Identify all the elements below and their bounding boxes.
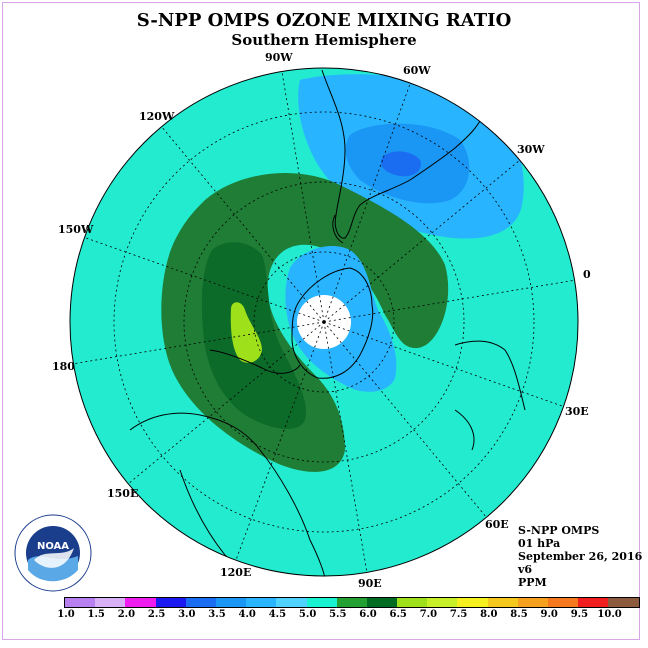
ozone-region-2.5-3.0-atlantic	[381, 151, 421, 177]
colorbar-swatch	[246, 598, 277, 607]
colorbar-tick-label: 8.5	[510, 609, 528, 620]
colorbar-swatch	[578, 598, 609, 607]
pressure-level-label: 01 hPa	[518, 537, 561, 550]
graticule	[71, 71, 577, 574]
map-boundary-circle	[69, 67, 579, 577]
lon-label-180: 180	[52, 360, 75, 373]
colorbar-swatch	[185, 598, 216, 607]
colorbar-tick-label: 7.0	[419, 609, 438, 620]
coastlines	[129, 69, 526, 576]
noaa-logo: NOAA	[14, 514, 92, 592]
colorbar-tick-label: 2.5	[147, 609, 166, 620]
colorbar-tick-label: 6.0	[359, 609, 377, 620]
lon-label-60e: 60E	[485, 518, 509, 531]
colorbar-tick-label: 3.0	[178, 609, 196, 620]
colorbar-tick-label: 8.0	[480, 609, 498, 620]
lon-label-90w: 90W	[265, 51, 293, 64]
lon-label-30e: 30E	[565, 405, 589, 418]
map-subtitle: Southern Hemisphere	[231, 31, 417, 49]
colorbar-swatch	[276, 598, 307, 607]
lon-label-60w: 60W	[403, 64, 431, 77]
noaa-logo-wordmark: NOAA	[37, 541, 69, 552]
colorbar-tick-label: 9.0	[540, 609, 558, 620]
colorbar-swatch	[125, 598, 156, 607]
colorbar-swatch	[487, 598, 518, 607]
colorbar-tick-label: 5.5	[329, 609, 347, 620]
colorbar-swatch	[397, 598, 428, 607]
version-label: v6	[518, 563, 533, 576]
instrument-label: S-NPP OMPS	[518, 524, 600, 537]
product-info: S-NPP OMPS 01 hPa September 26, 2016 v6 …	[518, 524, 642, 589]
colorbar-tick-label: 4.5	[268, 609, 287, 620]
colorbar-swatch	[548, 598, 579, 607]
colorbar-swatch	[366, 598, 398, 607]
colorbar-swatch	[457, 598, 488, 607]
lon-label-120e: 120E	[220, 566, 252, 579]
colorbar-swatch	[306, 598, 337, 607]
colorbar-swatch	[517, 598, 548, 607]
colorbar-tick-label: 7.5	[449, 609, 468, 620]
colorbar-tick-label: 1.0	[57, 609, 75, 620]
colorbar-tick-label: 5.0	[298, 609, 317, 620]
lon-label-150w: 150W	[58, 223, 94, 236]
colorbar-swatch	[65, 598, 96, 607]
ozone-region-6.0-6.5-max	[230, 302, 262, 363]
colorbar-swatch	[95, 598, 126, 607]
date-label: September 26, 2016	[518, 550, 643, 563]
colorbar-swatch	[336, 598, 367, 607]
colorbar-tick-label: 1.5	[87, 609, 105, 620]
colorbar-swatch	[215, 598, 247, 607]
map-frame	[2, 2, 640, 640]
colorbar-swatch	[155, 598, 186, 607]
colorbar-tick-label: 2.0	[117, 609, 136, 620]
colorbar-tick-label: 10.0	[597, 609, 622, 620]
colorbar-swatch	[608, 598, 639, 607]
colorbar-tick-label: 9.5	[570, 609, 589, 620]
map-title: S-NPP OMPS OZONE MIXING RATIO	[136, 10, 512, 31]
lon-label-120w: 120W	[139, 110, 175, 123]
colorbar-tick-label: 6.5	[389, 609, 407, 620]
colorbar-ticks: 1.0 1.5 2.0 2.5 3.0 3.5 4.0 4.5 5.0 5.5 6.0 6.5 7.0 7…	[0, 609, 648, 623]
colorbar	[64, 597, 640, 608]
colorbar-swatch	[427, 598, 458, 607]
colorbar-tick-label: 3.5	[208, 609, 226, 620]
lon-label-150e: 150E	[107, 487, 139, 500]
units-label: PPM	[518, 576, 547, 589]
colorbar-tick-label: 4.0	[238, 609, 256, 620]
lon-label-0: 0	[583, 268, 591, 281]
lon-label-30w: 30W	[517, 143, 545, 156]
lon-label-90e: 90E	[358, 577, 382, 590]
